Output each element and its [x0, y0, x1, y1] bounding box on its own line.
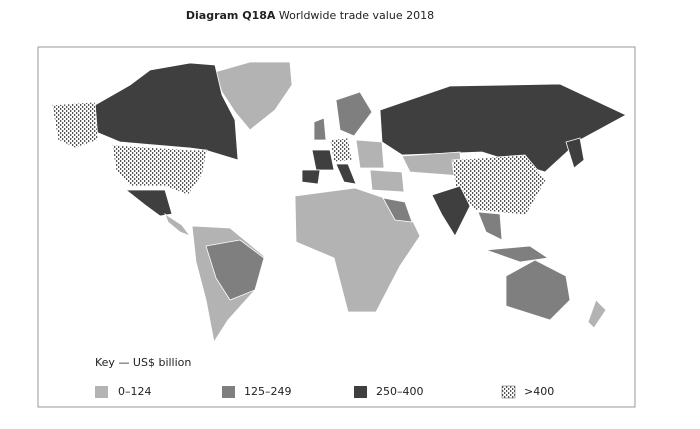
key-swatch [95, 386, 108, 398]
key-swatch [501, 385, 516, 399]
title: Diagram Q18A Worldwide trade value 2018 [186, 9, 434, 22]
key-label: 125–249 [244, 385, 292, 398]
key-label: 250–400 [376, 385, 424, 398]
title-label: Diagram Q18A [186, 9, 276, 22]
key-label: 0–124 [118, 385, 152, 398]
title-text: Worldwide trade value 2018 [279, 9, 434, 22]
key-swatch [222, 386, 235, 398]
key-label: >400 [524, 385, 554, 398]
world-map [51, 61, 627, 344]
key-title: Key — US$ billion [95, 356, 191, 369]
key-swatch [354, 386, 367, 398]
